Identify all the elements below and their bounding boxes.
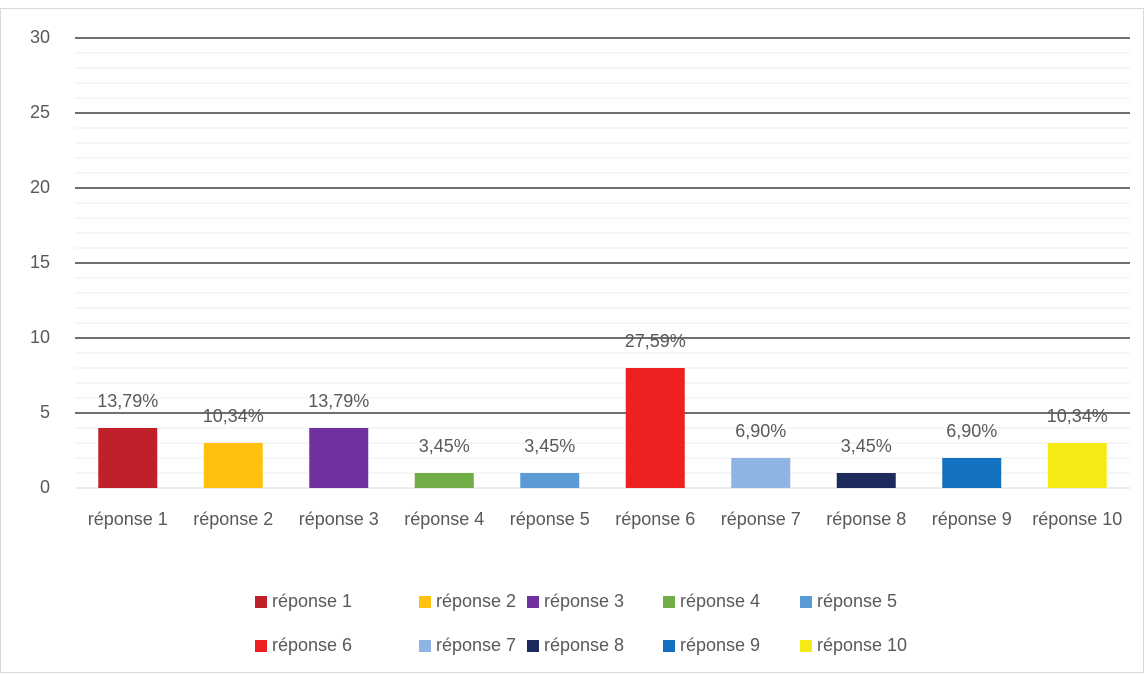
legend-label: réponse 6	[272, 635, 352, 655]
y-tick-label: 5	[40, 402, 50, 422]
bar	[520, 473, 580, 488]
x-tick-label: réponse 8	[826, 509, 906, 529]
y-tick-label: 10	[30, 327, 50, 347]
legend-swatch	[255, 640, 267, 652]
x-tick-label: réponse 4	[404, 509, 484, 529]
x-tick-label: réponse 10	[1032, 509, 1122, 529]
legend-label: réponse 3	[544, 591, 624, 611]
bar	[203, 443, 263, 488]
bar	[731, 458, 791, 488]
bar	[836, 473, 896, 488]
legend-swatch	[527, 640, 539, 652]
x-tick-label: réponse 7	[721, 509, 801, 529]
x-tick-label: réponse 1	[88, 509, 168, 529]
legend-label: réponse 5	[817, 591, 897, 611]
x-tick-label: réponse 9	[932, 509, 1012, 529]
data-label: 10,34%	[1047, 406, 1108, 426]
legend-label: réponse 8	[544, 635, 624, 655]
x-tick-label: réponse 2	[193, 509, 273, 529]
legend-swatch	[663, 596, 675, 608]
x-tick-label: réponse 3	[299, 509, 379, 529]
legend-label: réponse 10	[817, 635, 907, 655]
data-label: 3,45%	[524, 436, 575, 456]
bar	[414, 473, 474, 488]
bar	[1047, 443, 1107, 488]
bar	[98, 428, 158, 488]
y-tick-label: 15	[30, 252, 50, 272]
data-label: 6,90%	[946, 421, 997, 441]
legend-swatch	[255, 596, 267, 608]
legend-swatch	[527, 596, 539, 608]
legend-swatch	[419, 596, 431, 608]
data-label: 27,59%	[625, 331, 686, 351]
data-label: 6,90%	[735, 421, 786, 441]
legend-label: réponse 4	[680, 591, 760, 611]
bar	[942, 458, 1002, 488]
x-tick-label: réponse 6	[615, 509, 695, 529]
legend-label: réponse 2	[436, 591, 516, 611]
data-label: 10,34%	[203, 406, 264, 426]
legend-swatch	[800, 596, 812, 608]
data-label: 13,79%	[308, 391, 369, 411]
data-label: 13,79%	[97, 391, 158, 411]
y-tick-label: 20	[30, 177, 50, 197]
x-tick-label: réponse 5	[510, 509, 590, 529]
bar	[309, 428, 369, 488]
y-tick-label: 25	[30, 102, 50, 122]
data-label: 3,45%	[841, 436, 892, 456]
chart-border	[0, 8, 1144, 673]
data-label: 3,45%	[419, 436, 470, 456]
bar	[625, 368, 685, 488]
legend-label: réponse 1	[272, 591, 352, 611]
y-tick-label: 30	[30, 27, 50, 47]
legend-label: réponse 9	[680, 635, 760, 655]
legend-swatch	[419, 640, 431, 652]
legend-label: réponse 7	[436, 635, 516, 655]
legend-swatch	[663, 640, 675, 652]
y-tick-label: 0	[40, 477, 50, 497]
legend-swatch	[800, 640, 812, 652]
